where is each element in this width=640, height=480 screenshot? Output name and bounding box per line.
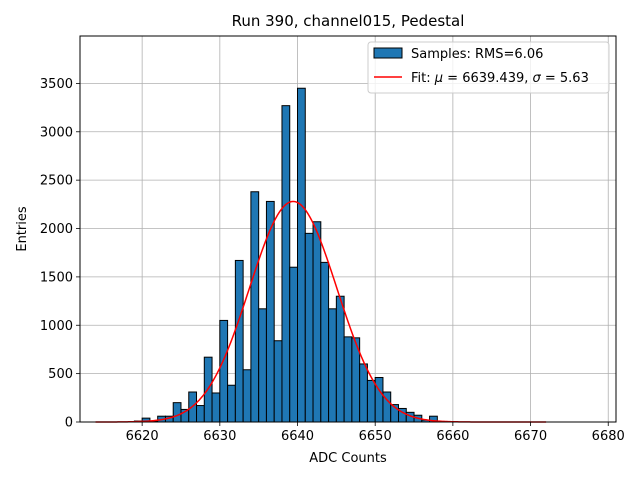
x-axis-ticks: 6620 6630 6640 6650 6660 6670 6680	[126, 422, 625, 444]
histogram-bar	[320, 261, 330, 423]
histogram-bar	[172, 402, 182, 423]
histogram-bar	[335, 295, 345, 423]
y-tick-label: 1500	[40, 270, 73, 285]
x-tick-label: 6660	[436, 429, 469, 444]
x-tick-label: 6680	[592, 429, 625, 444]
y-tick-label: 2500	[40, 174, 73, 189]
histogram-bar	[234, 259, 244, 423]
histogram-bar	[297, 87, 306, 423]
histogram-bar	[211, 392, 221, 423]
legend: Samples: RMS=6.06 Fit: μ = 6639.439, σ =…	[367, 41, 610, 94]
histogram-bar	[374, 376, 384, 423]
legend-histogram-label: Samples: RMS=6.06	[411, 47, 543, 62]
histogram-bar	[250, 191, 260, 423]
histogram-bars	[133, 87, 438, 423]
histogram-bar	[196, 405, 205, 423]
y-axis-label: Entries	[15, 206, 30, 252]
legend-histogram-swatch	[373, 47, 403, 59]
histogram-bar	[273, 340, 283, 423]
x-axis-label: ADC Counts	[309, 451, 387, 466]
legend-fit-sigma: σ	[533, 71, 542, 86]
legend-fit-prefix: Fit:	[411, 71, 435, 86]
y-tick-label: 3500	[40, 77, 73, 92]
x-tick-label: 6640	[281, 429, 314, 444]
plot-frame	[79, 35, 617, 423]
histogram-bar	[366, 379, 376, 423]
y-tick-label: 0	[65, 416, 73, 431]
histogram-bar	[359, 363, 368, 423]
y-tick-label: 500	[48, 367, 73, 382]
histogram-bar	[312, 221, 322, 423]
legend-fit-label: Fit: μ = 6639.439, σ = 5.63	[411, 71, 589, 86]
x-tick-label: 6650	[359, 429, 392, 444]
y-tick-label: 2000	[40, 222, 73, 237]
histogram-bar	[242, 369, 252, 423]
histogram-bar	[289, 266, 299, 423]
histogram-bar	[227, 384, 236, 423]
legend-fit-mu: μ	[434, 71, 443, 86]
histogram-bar	[304, 232, 314, 423]
y-tick-label: 1000	[40, 319, 73, 334]
chart-title: Run 390, channel015, Pedestal	[232, 12, 465, 30]
legend-fit-mid: = 6639.439,	[443, 71, 532, 86]
y-tick-label: 3000	[40, 125, 73, 140]
legend-fit-tail: = 5.63	[541, 71, 589, 86]
legend-box	[367, 41, 610, 94]
histogram-bar	[258, 308, 267, 423]
histogram-bar	[328, 308, 337, 423]
histogram-bar	[343, 336, 353, 423]
x-tick-label: 6670	[514, 429, 547, 444]
x-tick-label: 6630	[203, 429, 236, 444]
x-tick-label: 6620	[126, 429, 159, 444]
histogram-bar	[219, 319, 229, 423]
y-axis-ticks: 0 500 1000 1500 2000 2500 3000 3500	[40, 77, 80, 431]
histogram-bar	[281, 105, 291, 423]
